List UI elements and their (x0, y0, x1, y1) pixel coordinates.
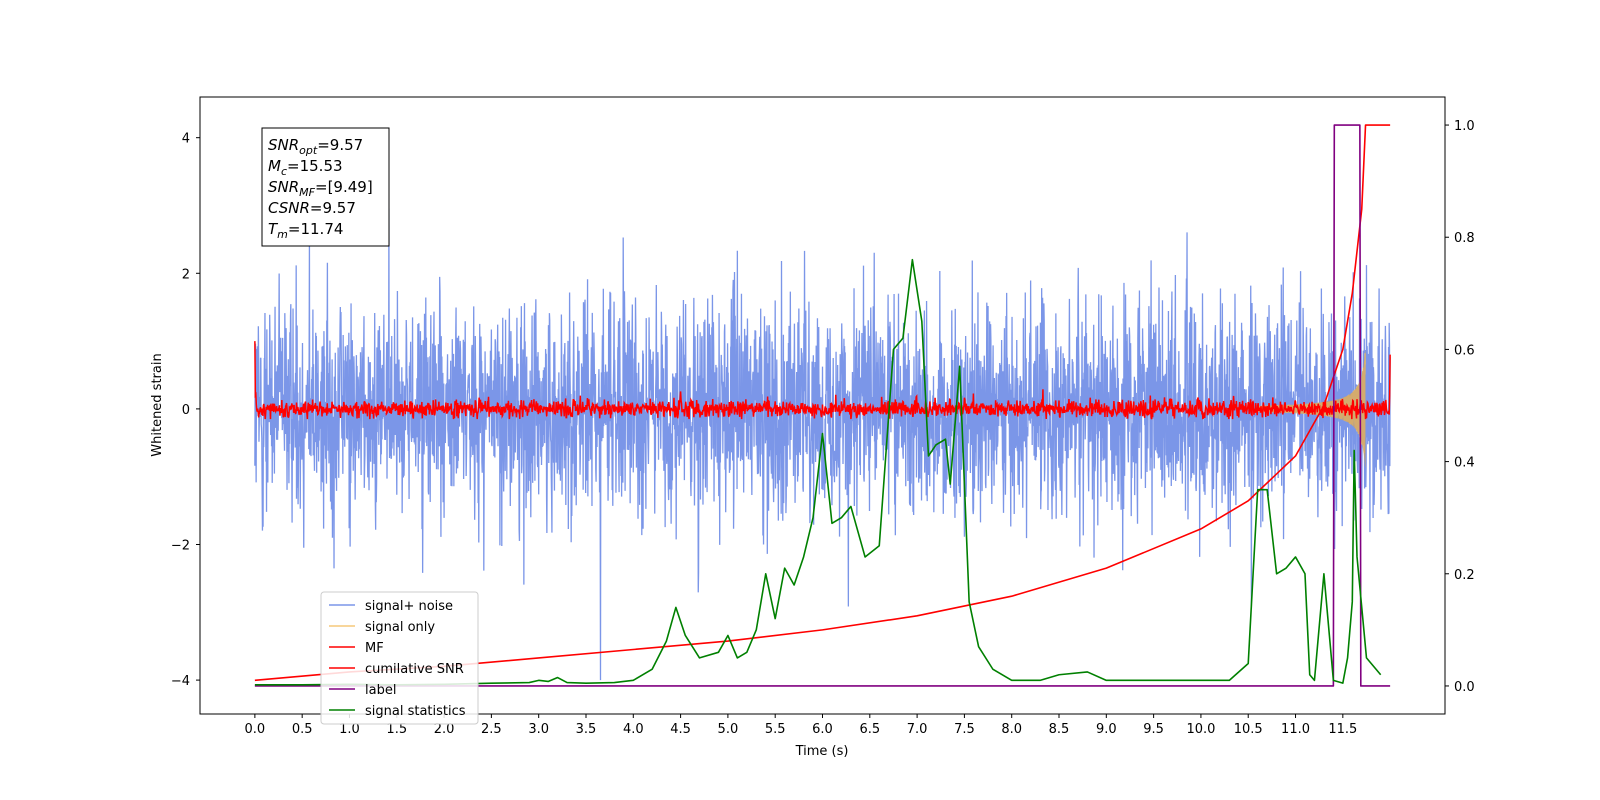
x-tick-label: 1.0 (339, 722, 360, 737)
info-box-frame (261, 127, 390, 247)
y2-tick-label: 1.0 (1454, 119, 1475, 134)
x-axis-label: Time (s) (795, 744, 849, 759)
y-axis-right: 0.0 0.2 0.4 0.6 0.8 1.0 (1445, 119, 1475, 695)
info-line: SNRopt=9.57 (268, 136, 363, 157)
x-tick-label: 11.0 (1281, 722, 1310, 737)
x-tick-label: 10.0 (1186, 722, 1215, 737)
series-signal-plus-noise (254, 208, 1391, 681)
legend: signal+ noise signal only MF cumilative SNR… (320, 591, 479, 725)
y2-tick-label: 0.0 (1454, 680, 1475, 695)
x-tick-label: 5.0 (718, 722, 739, 737)
y-tick-label: 4 (182, 132, 190, 147)
x-tick-label: 7.0 (907, 722, 928, 737)
y-axis-label: Whitened strain (150, 353, 165, 456)
legend-label: label (365, 683, 396, 698)
x-tick-label: 6.0 (812, 722, 833, 737)
legend-label: signal only (365, 620, 435, 635)
info-line: SNRMF=[9.49] (268, 178, 373, 199)
x-tick-label: 5.5 (765, 722, 786, 737)
x-tick-label: 2.0 (434, 722, 455, 737)
info-annotation-box: SNRopt=9.57Mc=15.53SNRMF=[9.49]CSNR=9.57… (261, 127, 390, 247)
series-layer (254, 124, 1391, 687)
x-tick-label: 2.5 (481, 722, 502, 737)
x-tick-label: 0.5 (292, 722, 313, 737)
legend-label: signal+ noise (365, 599, 453, 614)
y2-tick-label: 0.2 (1454, 568, 1475, 583)
y-tick-label: 0 (182, 403, 190, 418)
y2-tick-label: 0.4 (1454, 456, 1475, 471)
x-tick-label: 3.0 (528, 722, 549, 737)
legend-label: MF (365, 641, 384, 656)
legend-frame (320, 591, 479, 725)
y-tick-label: −2 (171, 538, 190, 553)
series-cumulative-snr (254, 124, 1391, 682)
x-tick-label: 0.0 (245, 722, 266, 737)
x-tick-label: 11.5 (1328, 722, 1357, 737)
x-tick-label: 8.5 (1049, 722, 1070, 737)
y-tick-label: 2 (182, 267, 190, 282)
x-tick-label: 3.5 (576, 722, 597, 737)
y-tick-label: −4 (171, 674, 190, 689)
series-mf (254, 341, 1391, 420)
series-label (254, 124, 1391, 687)
x-tick-label: 9.5 (1143, 722, 1164, 737)
x-tick-label: 1.5 (386, 722, 407, 737)
y-axis-left: −4 −2 0 2 4 (171, 132, 200, 689)
x-tick-label: 10.5 (1234, 722, 1263, 737)
info-line: CSNR=9.57 (268, 199, 356, 217)
info-line: Tm=11.74 (268, 220, 343, 241)
x-axis: 0.0 0.5 1.0 1.5 2.0 2.5 3.0 3.5 4.0 4.5 5.0 5.5 6.0 6… (245, 714, 1357, 737)
y2-tick-label: 0.8 (1454, 231, 1475, 246)
x-tick-label: 9.0 (1096, 722, 1117, 737)
info-line: Mc=15.53 (268, 157, 343, 178)
legend-label: cumilative SNR (365, 662, 464, 677)
x-tick-label: 7.5 (954, 722, 975, 737)
x-tick-label: 4.5 (670, 722, 691, 737)
y2-tick-label: 0.6 (1454, 343, 1475, 358)
legend-label: signal statistics (365, 704, 466, 719)
series-signal-statistics (254, 258, 1382, 686)
x-tick-label: 6.5 (859, 722, 880, 737)
x-tick-label: 8.0 (1001, 722, 1022, 737)
x-tick-label: 4.0 (623, 722, 644, 737)
